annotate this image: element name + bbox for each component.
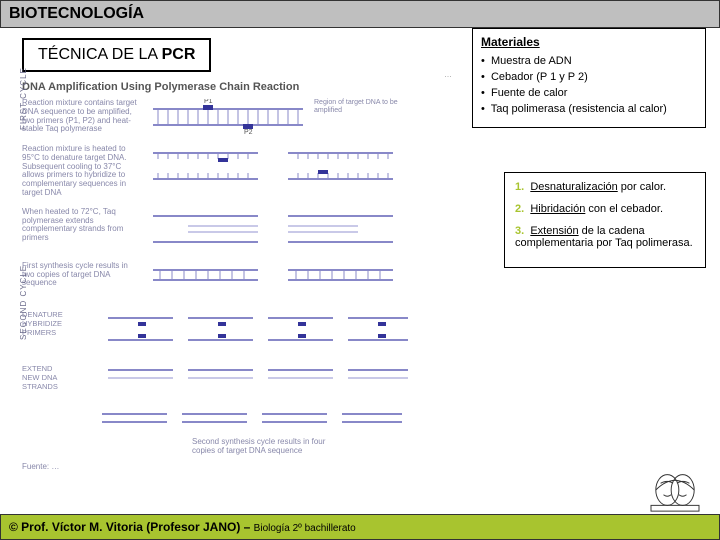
step-rest: con el cebador. <box>585 203 663 215</box>
diagram-blurb-5: Second synthesis cycle results in four c… <box>192 438 342 456</box>
title-bold: PCR <box>162 46 196 63</box>
technique-title-box: TÉCNICA DE LA PCR <box>22 38 211 72</box>
step-item: 2. Hibridación con el cebador. <box>515 203 695 215</box>
materials-panel: Materiales • Muestra de ADN • Cebador (P… <box>472 28 706 128</box>
step-number: 2. <box>515 203 524 215</box>
svg-text:P1: P1 <box>204 99 213 105</box>
footer-bar: © Prof. Víctor M. Vitoria (Profesor JANO… <box>0 514 720 540</box>
step-item: 3. Extensión de la cadena complementaria… <box>515 225 695 249</box>
header-title: BIOTECNOLOGÍA <box>9 5 144 22</box>
diagram-blurb-2: Reaction mixture is heated to 95°C to de… <box>22 145 142 198</box>
step-rest: por calor. <box>618 181 666 193</box>
dna-cycle2-extend-icon <box>108 364 408 398</box>
materials-heading: Materiales <box>481 35 697 49</box>
page-header: BIOTECNOLOGÍA <box>0 0 720 28</box>
materials-item-text: Muestra de ADN <box>491 55 572 67</box>
step-item: 1. Desnaturalización por calor. <box>515 181 695 193</box>
janus-logo-icon <box>646 466 704 514</box>
denature-hybridize-label: DENATURE HYBRIDIZE PRIMERS <box>22 310 102 337</box>
title-prefix: TÉCNICA DE LA <box>38 46 162 63</box>
extend-strands-label: EXTEND NEW DNA STRANDS <box>22 364 102 391</box>
diagram-source-note: Fuente: … <box>22 463 452 472</box>
steps-panel: 1. Desnaturalización por calor. 2. Hibri… <box>504 172 706 268</box>
materials-item-text: Fuente de calor <box>491 87 567 99</box>
materials-item: • Taq polimerasa (resistencia al calor) <box>481 103 697 115</box>
materials-item-text: Taq polimerasa (resistencia al calor) <box>491 103 667 115</box>
step-keyword: Desnaturalización <box>530 181 617 193</box>
second-cycle-label: SECOND CYCLE <box>19 265 28 340</box>
step-keyword: Hibridación <box>530 203 585 215</box>
dna-four-copies-icon <box>102 408 402 434</box>
svg-text:P2: P2 <box>244 129 253 135</box>
diagram-blurb-4: First synthesis cycle results in two cop… <box>22 262 142 288</box>
dna-denatured-icon <box>148 145 398 189</box>
step-keyword: Extensión <box>530 225 578 237</box>
step-number: 3. <box>515 225 524 237</box>
pcr-diagram: … DNA Amplification Using Polymerase Cha… <box>22 70 452 470</box>
dna-cycle2-single-icon <box>108 310 408 354</box>
materials-item: • Muestra de ADN <box>481 55 697 67</box>
diagram-region-label: Region of target DNA to be amplified <box>314 99 404 114</box>
step-number: 1. <box>515 181 524 193</box>
diagram-blurb-3: When heated to 72°C, Taq polymerase exte… <box>22 208 142 243</box>
footer-sub: Biología 2º bachillerato <box>254 523 356 534</box>
first-cycle-label: FIRST CYCLE <box>19 67 28 130</box>
dna-extend-icon <box>148 208 398 252</box>
footer-main: © Prof. Víctor M. Vitoria (Profesor JANO… <box>9 520 254 534</box>
diagram-blurb-1: Reaction mixture contains target DNA seq… <box>22 99 142 134</box>
materials-item: • Cebador (P 1 y P 2) <box>481 71 697 83</box>
materials-item-text: Cebador (P 1 y P 2) <box>491 71 588 83</box>
dna-double-strand-icon: P1 P2 <box>148 99 308 135</box>
dna-two-copies-icon <box>148 262 398 296</box>
diagram-title: DNA Amplification Using Polymerase Chain… <box>22 81 452 93</box>
materials-item: • Fuente de calor <box>481 87 697 99</box>
diagram-top-right: … <box>22 70 452 79</box>
